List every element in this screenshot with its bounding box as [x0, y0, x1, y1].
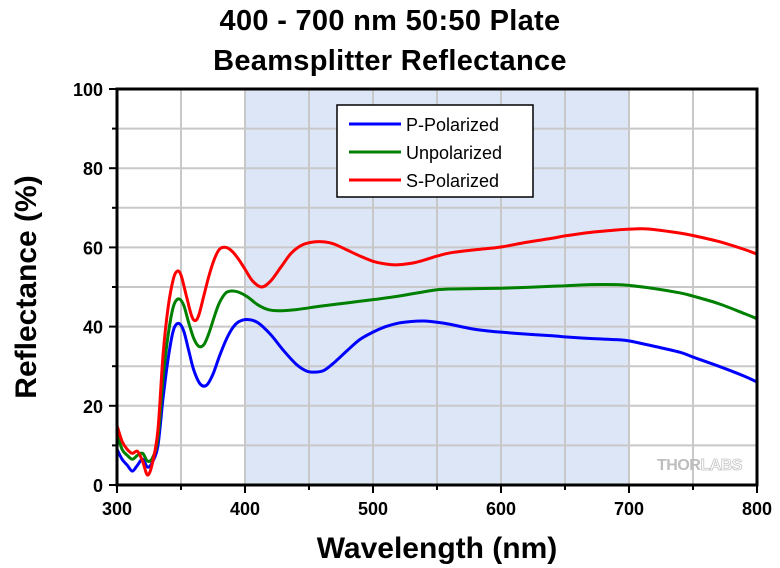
- thorlabs-watermark: THORLABS: [657, 457, 743, 474]
- series-line-s-polarized: [115, 227, 758, 477]
- legend-label: Unpolarized: [406, 143, 502, 163]
- watermark-dark: THOR: [657, 457, 701, 474]
- x-tick-label: 400: [230, 499, 260, 519]
- y-axis-label: Reflectance (%): [10, 175, 43, 398]
- watermark-light: LABS: [700, 457, 742, 474]
- x-tick-label: 600: [486, 499, 516, 519]
- legend-label: P-Polarized: [406, 115, 499, 135]
- legend-item: S-Polarized: [349, 171, 499, 191]
- x-tick-label: 500: [358, 499, 388, 519]
- x-tick-label: 700: [614, 499, 644, 519]
- legend-item: P-Polarized: [349, 115, 499, 135]
- x-axis-label: Wavelength (nm): [317, 532, 558, 565]
- y-tick-label: 60: [83, 238, 103, 258]
- x-tick-label: 300: [102, 499, 132, 519]
- legend-item: Unpolarized: [349, 143, 502, 163]
- chart-title-line-1: 400 - 700 nm 50:50 Plate: [219, 5, 561, 37]
- y-tick-label: 0: [93, 476, 103, 496]
- y-tick-label: 80: [83, 159, 103, 179]
- legend-label: S-Polarized: [406, 171, 499, 191]
- y-tick-label: 100: [73, 80, 103, 100]
- y-tick-label: 20: [83, 397, 103, 417]
- chart-title-line-2: Beamsplitter Reflectance: [213, 45, 567, 77]
- x-tick-label: 800: [742, 499, 772, 519]
- y-tick-label: 40: [83, 318, 103, 338]
- series-line-p-polarized: [115, 317, 758, 473]
